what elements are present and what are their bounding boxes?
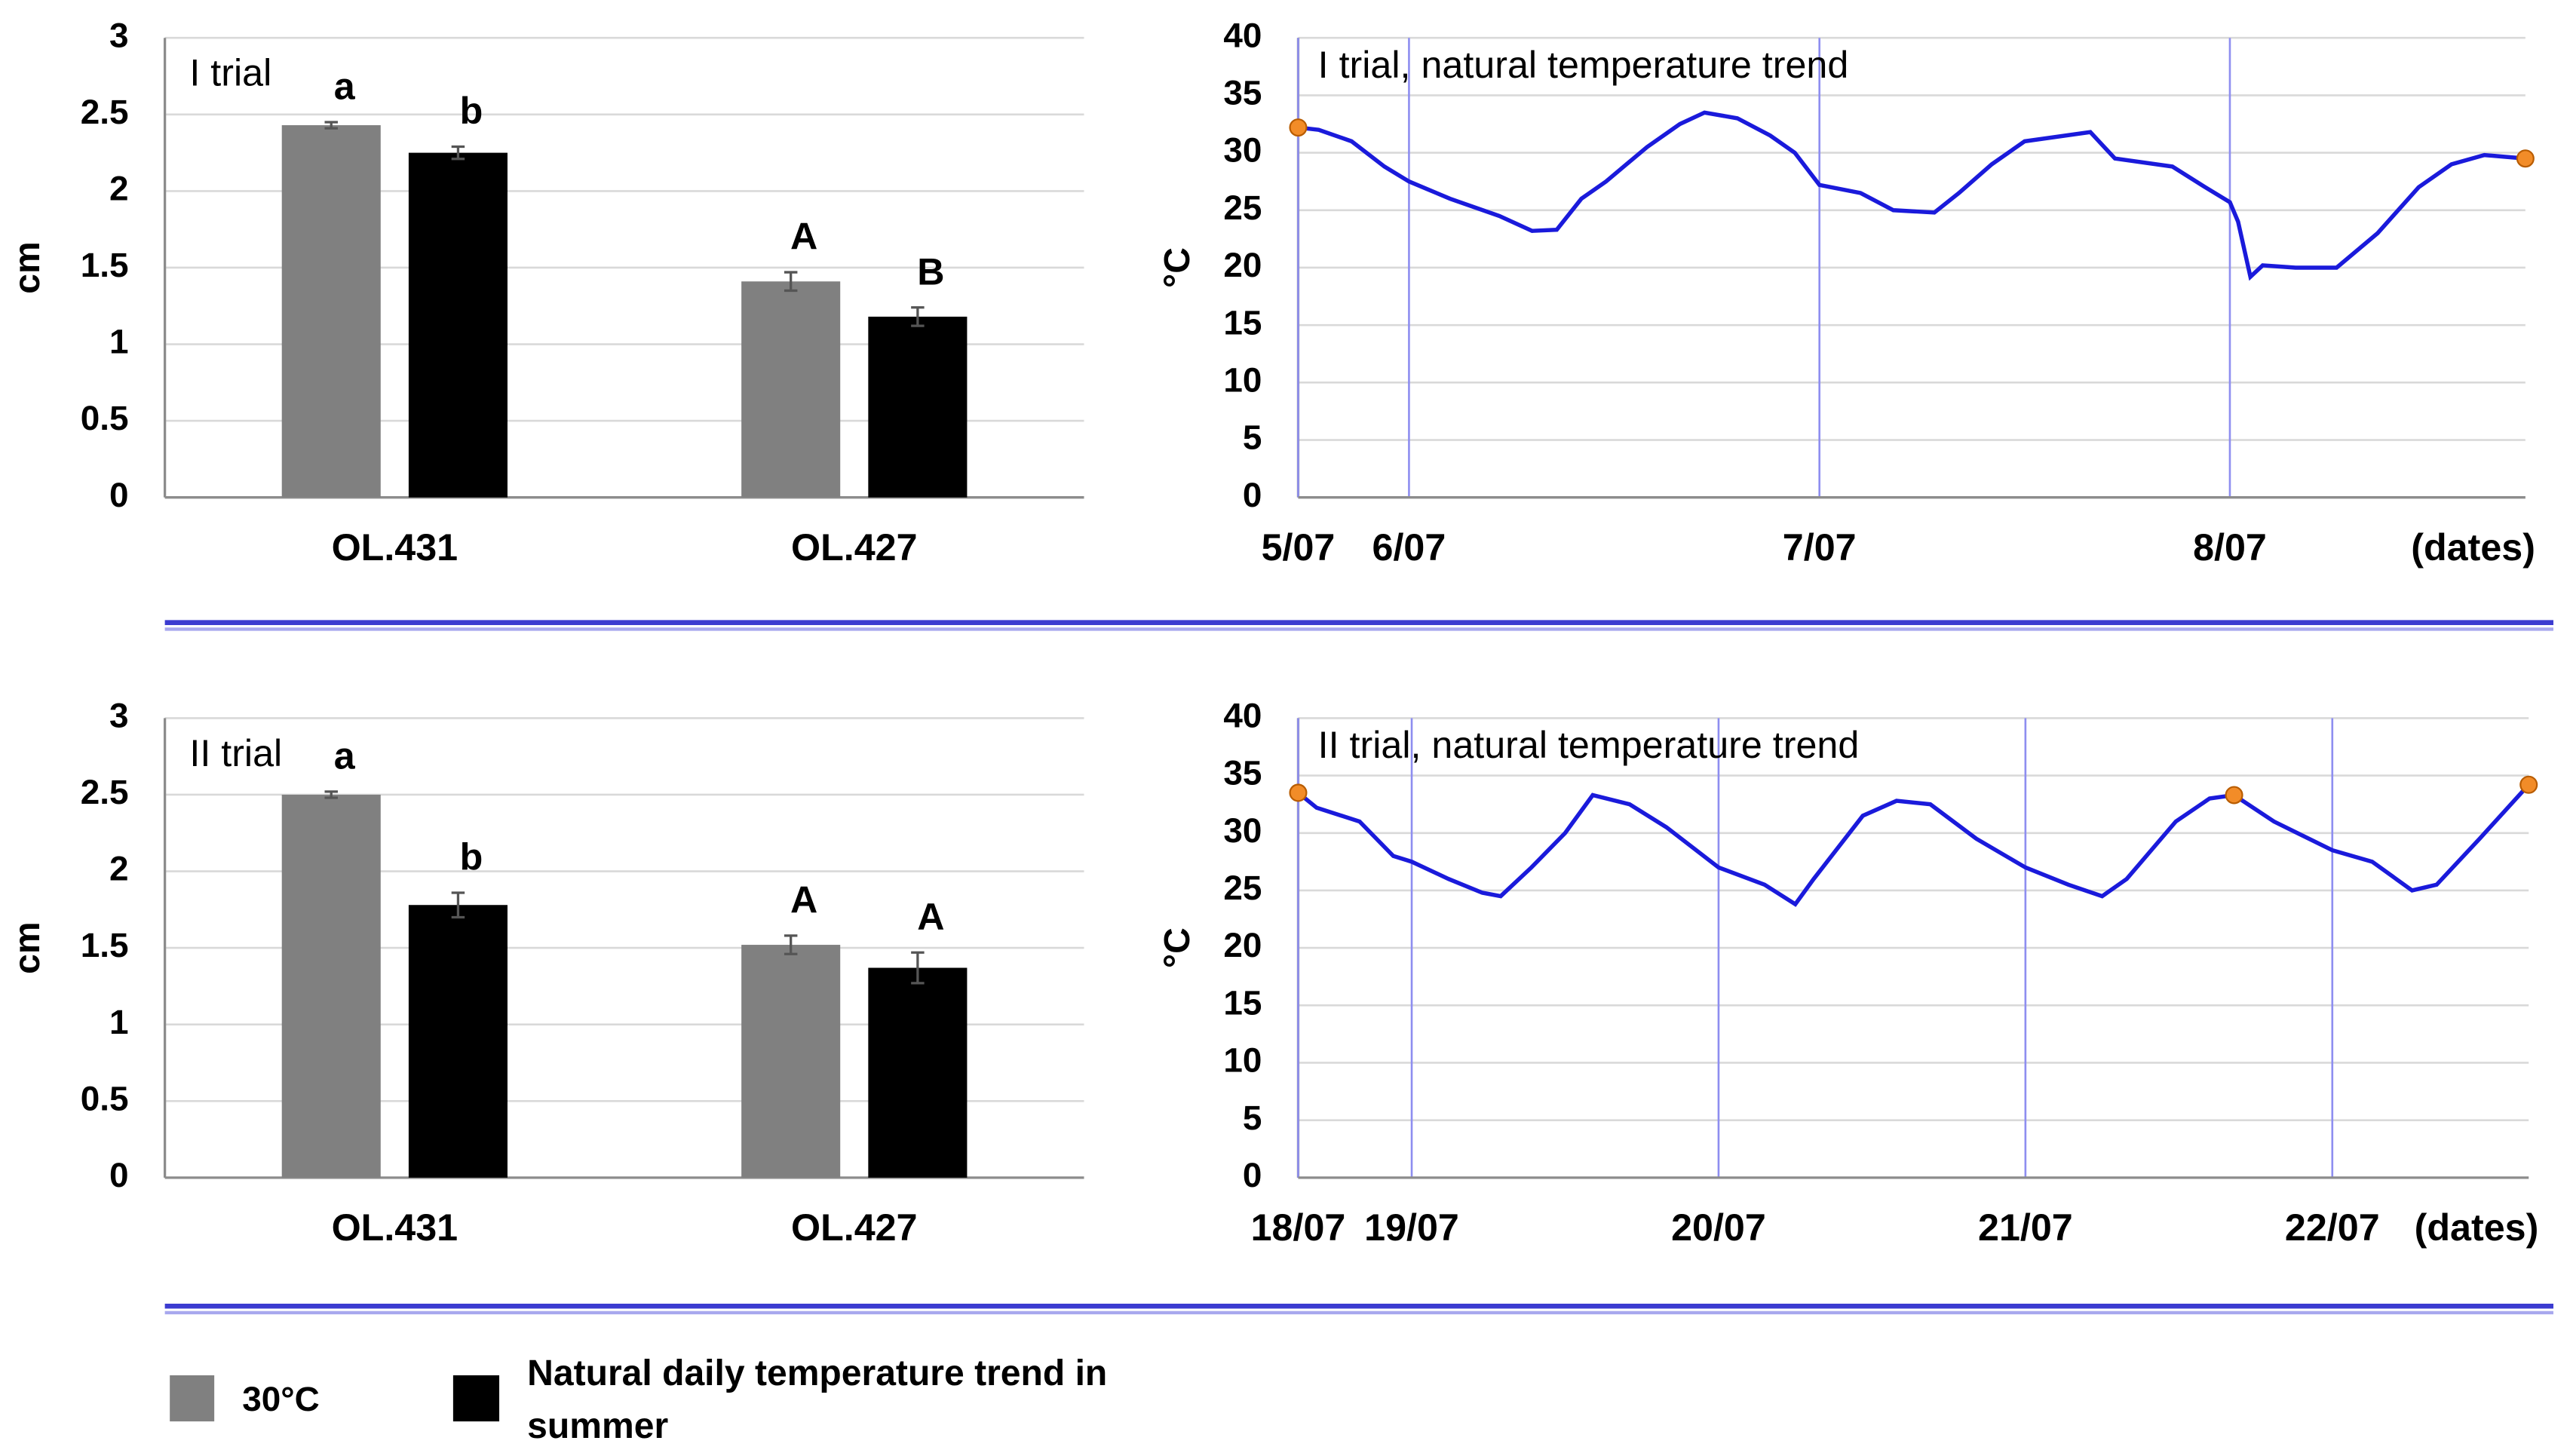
error-bar xyxy=(784,934,798,955)
significance-letter: A xyxy=(790,878,817,921)
highlight-point xyxy=(1289,118,1308,137)
y-tick-label: 1 xyxy=(109,1002,129,1041)
y-tick-label: 0 xyxy=(109,1155,129,1194)
bar xyxy=(741,281,841,498)
y-tick-label: 40 xyxy=(1223,15,1262,54)
y-tick-label: 5 xyxy=(1243,418,1262,457)
temperature-line xyxy=(1296,783,2531,907)
y-tick-label: 0 xyxy=(109,475,129,514)
highlight-point xyxy=(2519,775,2538,794)
x-tick-label: 8/07 xyxy=(2193,526,2267,569)
y-tick-label: 3 xyxy=(109,696,129,735)
y-tick-label: 40 xyxy=(1223,696,1262,735)
x-tick-label: OL.427 xyxy=(791,1206,918,1249)
x-axis-label: (dates) xyxy=(2411,526,2535,569)
error-bar xyxy=(451,891,465,919)
y-axis-label: °C xyxy=(1158,927,1198,968)
y-tick-label: 25 xyxy=(1223,868,1262,907)
y-axis-label: cm xyxy=(8,241,48,293)
bar xyxy=(741,945,841,1178)
x-tick-label: 20/07 xyxy=(1671,1206,1766,1249)
bar xyxy=(868,967,968,1178)
y-tick-label: 35 xyxy=(1223,753,1262,792)
x-tick-label: 22/07 xyxy=(2285,1206,2380,1249)
legend-swatch xyxy=(452,1375,500,1422)
panel-title: I trial xyxy=(189,52,271,94)
x-tick-label: 7/07 xyxy=(1783,526,1857,569)
significance-letter: a xyxy=(334,66,356,108)
y-tick-label: 2.5 xyxy=(81,772,129,811)
y-axis-label: °C xyxy=(1158,247,1198,288)
y-tick-label: 1 xyxy=(109,322,129,361)
temperature-line xyxy=(1298,110,2526,281)
highlight-point xyxy=(2516,149,2535,168)
error-bar xyxy=(911,306,925,327)
bar xyxy=(868,316,968,498)
y-tick-label: 2 xyxy=(109,849,129,888)
y-tick-label: 10 xyxy=(1223,1041,1262,1080)
significance-letter: b xyxy=(460,836,483,878)
y-tick-label: 20 xyxy=(1223,925,1262,964)
x-tick-label: 21/07 xyxy=(1978,1206,2073,1249)
bar xyxy=(408,152,508,498)
panel-title: II trial xyxy=(189,732,282,774)
bar xyxy=(281,794,381,1178)
significance-letter: A xyxy=(790,216,817,258)
legend-label: Natural daily temperature trend in summe… xyxy=(527,1352,1108,1446)
y-tick-label: 35 xyxy=(1223,73,1262,112)
error-bar xyxy=(324,121,338,130)
significance-letter: a xyxy=(334,734,356,777)
panel-title: II trial, natural temperature trend xyxy=(1318,724,1860,766)
y-tick-label: 0.5 xyxy=(81,1078,129,1117)
x-tick-label: 18/07 xyxy=(1251,1206,1346,1249)
legend-swatch xyxy=(170,1375,215,1422)
panel-title: I trial, natural temperature trend xyxy=(1318,44,1849,86)
highlight-point xyxy=(2225,786,2243,805)
legend: 30°C Natural daily temperature trend in … xyxy=(170,1352,1108,1446)
bar xyxy=(408,905,508,1178)
x-tick-label: 19/07 xyxy=(1364,1206,1459,1249)
y-tick-label: 10 xyxy=(1223,360,1262,399)
error-bar xyxy=(911,951,925,985)
y-tick-label: 15 xyxy=(1223,302,1262,342)
x-tick-label: OL.427 xyxy=(791,526,918,569)
y-tick-label: 5 xyxy=(1243,1098,1262,1137)
legend-label: 30°C xyxy=(242,1379,319,1418)
y-tick-label: 3 xyxy=(109,15,129,54)
error-bar xyxy=(324,790,338,799)
y-tick-label: 30 xyxy=(1223,811,1262,850)
y-tick-label: 25 xyxy=(1223,188,1262,227)
y-tick-label: 0.5 xyxy=(81,398,129,437)
y-axis-label: cm xyxy=(8,921,48,973)
x-tick-label: 5/07 xyxy=(1262,526,1336,569)
y-tick-label: 2.5 xyxy=(81,92,129,131)
x-tick-label: 6/07 xyxy=(1372,526,1446,569)
error-bar xyxy=(784,271,798,293)
y-tick-label: 2 xyxy=(109,168,129,207)
y-tick-label: 1.5 xyxy=(81,245,129,284)
y-tick-label: 20 xyxy=(1223,245,1262,284)
y-tick-label: 30 xyxy=(1223,130,1262,170)
legend-label-box: Natural daily temperature trend in summe… xyxy=(527,1352,1108,1446)
x-tick-label: OL.431 xyxy=(332,526,458,569)
x-axis-label: (dates) xyxy=(2415,1206,2539,1249)
y-tick-label: 1.5 xyxy=(81,925,129,964)
y-tick-label: 15 xyxy=(1223,982,1262,1022)
y-tick-label: 0 xyxy=(1243,475,1262,514)
bar xyxy=(281,125,381,498)
error-bar xyxy=(451,145,465,161)
significance-letter: A xyxy=(917,896,944,938)
y-tick-label: 0 xyxy=(1243,1155,1262,1194)
highlight-point xyxy=(1289,783,1308,802)
significance-letter: b xyxy=(460,90,483,132)
x-tick-label: OL.431 xyxy=(332,1206,458,1249)
significance-letter: B xyxy=(917,250,944,293)
